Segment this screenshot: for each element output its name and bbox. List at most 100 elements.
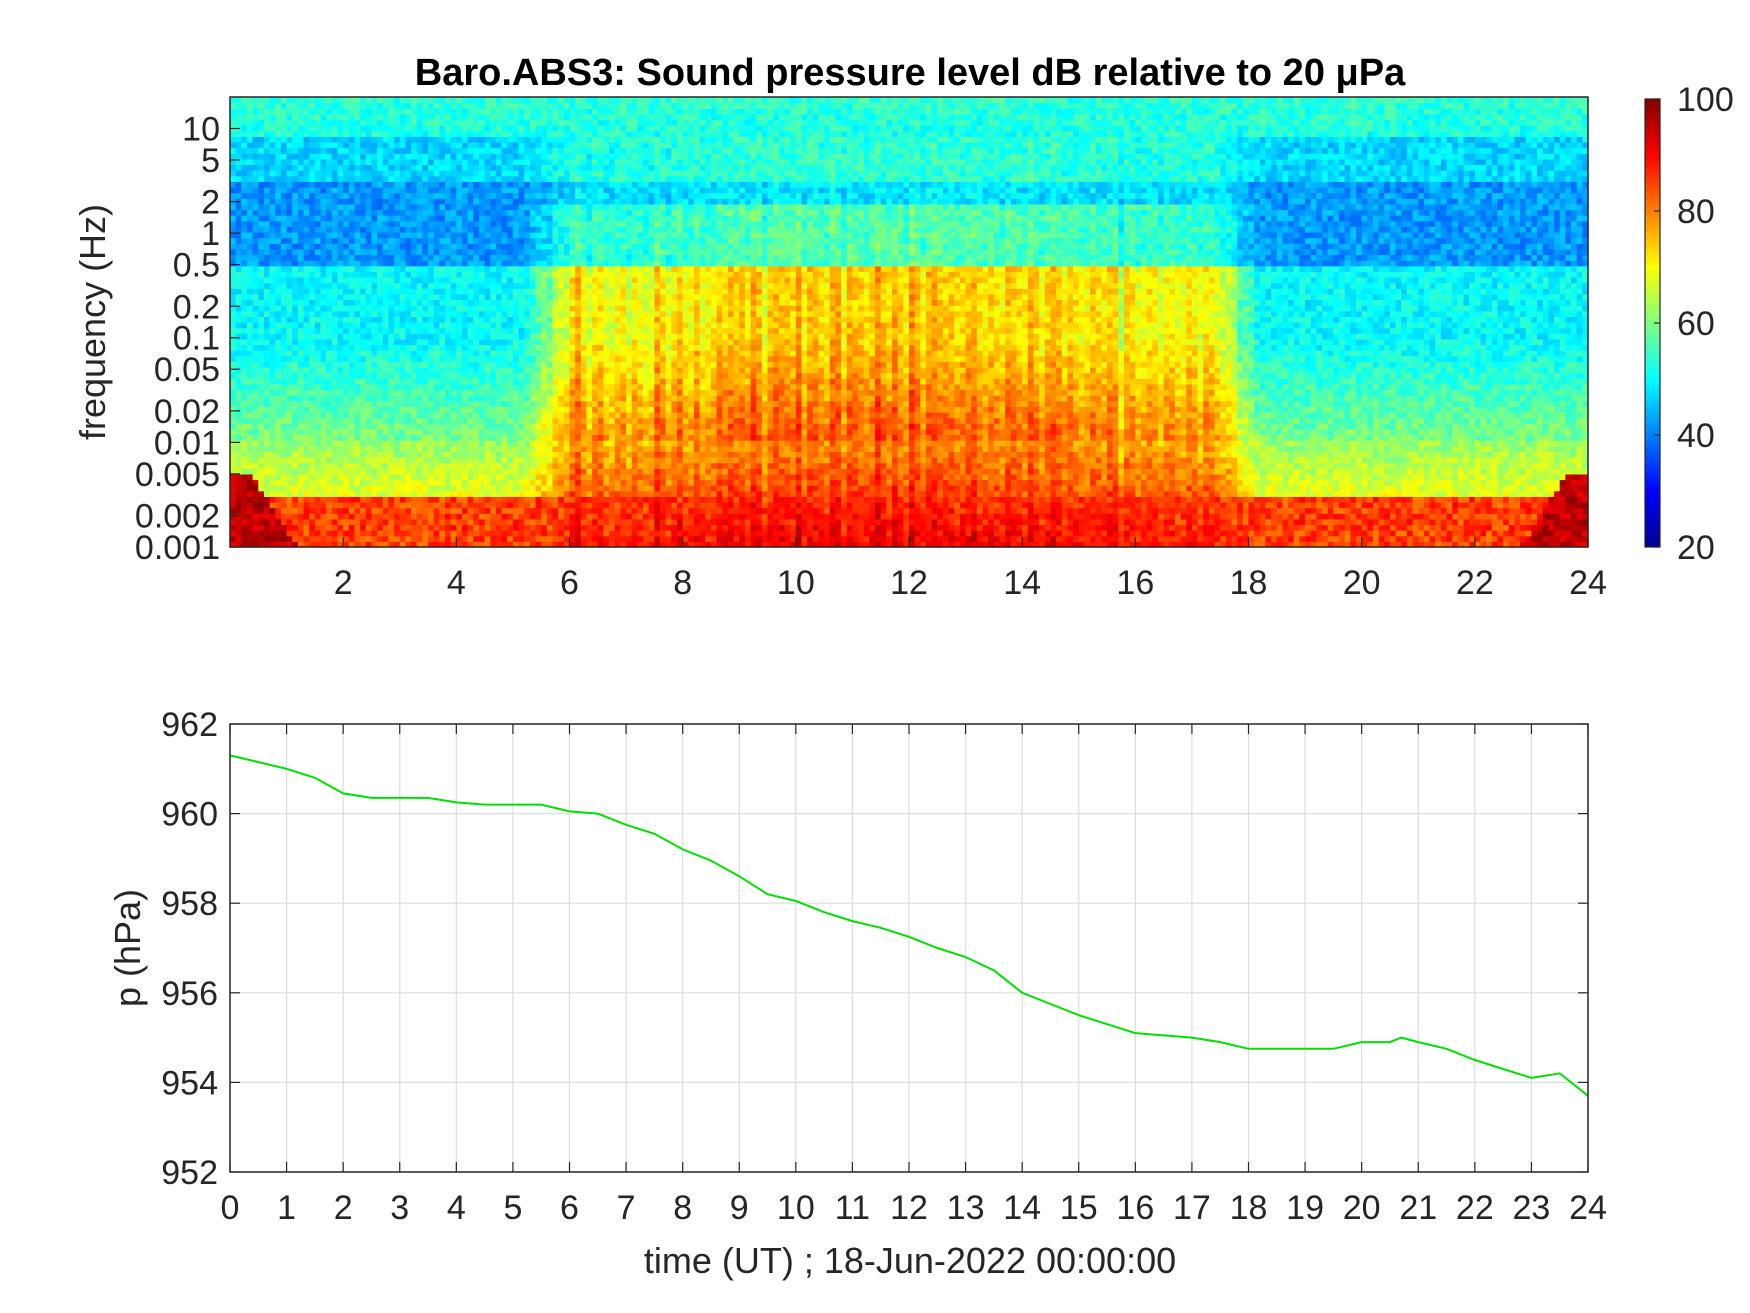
heatmap-cell — [564, 294, 570, 300]
heatmap-cell — [275, 204, 281, 210]
heatmap-cell — [287, 300, 293, 306]
heatmap-cell — [439, 288, 445, 294]
heatmap-cell — [400, 187, 406, 193]
heatmap-cell — [530, 525, 536, 531]
heatmap-cell — [524, 356, 530, 362]
heatmap-cell — [281, 142, 287, 148]
heatmap-cell — [298, 215, 304, 221]
heatmap-cell — [388, 328, 394, 334]
heatmap-cell — [298, 159, 304, 165]
heatmap-cell — [502, 502, 508, 508]
heatmap-cell — [275, 491, 281, 497]
heatmap-cell — [502, 373, 508, 379]
heatmap-cell — [434, 457, 440, 463]
heatmap-cell — [473, 384, 479, 390]
heatmap-cell — [287, 412, 293, 418]
heatmap-cell — [230, 508, 236, 514]
heatmap-cell — [241, 457, 247, 463]
heatmap-cell — [473, 148, 479, 154]
heatmap-cell — [490, 159, 496, 165]
heatmap-cell — [388, 496, 394, 502]
heatmap-cell — [456, 103, 462, 109]
heatmap-cell — [547, 283, 553, 289]
heatmap-cell — [236, 221, 242, 227]
heatmap-cell — [553, 232, 559, 238]
heatmap-cell — [247, 508, 253, 514]
heatmap-cell — [366, 508, 372, 514]
heatmap-cell — [570, 277, 576, 283]
heatmap-cell — [321, 530, 327, 536]
heatmap-cell — [343, 125, 349, 131]
heatmap-cell — [394, 457, 400, 463]
heatmap-cell — [270, 322, 276, 328]
heatmap-cell — [247, 401, 253, 407]
heatmap-cell — [530, 181, 536, 187]
heatmap-cell — [394, 378, 400, 384]
heatmap-cell — [536, 221, 542, 227]
heatmap-cell — [321, 339, 327, 345]
heatmap-cell — [428, 457, 434, 463]
heatmap-cell — [264, 170, 270, 176]
heatmap-cell — [541, 496, 547, 502]
heatmap-cell — [417, 266, 423, 272]
heatmap-cell — [502, 108, 508, 114]
heatmap-cell — [298, 367, 304, 373]
heatmap-cell — [275, 423, 281, 429]
heatmap-cell — [247, 215, 253, 221]
heatmap-cell — [349, 502, 355, 508]
heatmap-cell — [473, 491, 479, 497]
heatmap-cell — [575, 525, 581, 531]
heatmap-cell — [473, 412, 479, 418]
heatmap-cell — [332, 148, 338, 154]
heatmap-cell — [321, 480, 327, 486]
heatmap-cell — [564, 204, 570, 210]
heatmap-cell — [349, 446, 355, 452]
heatmap-cell — [422, 468, 428, 474]
heatmap-cell — [304, 311, 310, 317]
heatmap-cell — [241, 316, 247, 322]
heatmap-cell — [575, 322, 581, 328]
heatmap-cell — [366, 345, 372, 351]
heatmap-cell — [360, 215, 366, 221]
heatmap-cell — [253, 187, 259, 193]
heatmap-cell — [575, 423, 581, 429]
heatmap-cell — [281, 485, 287, 491]
heatmap-cell — [275, 277, 281, 283]
heatmap-cell — [428, 232, 434, 238]
heatmap-cell — [400, 502, 406, 508]
heatmap-cell — [422, 429, 428, 435]
heatmap-cell — [428, 176, 434, 182]
heatmap-cell — [575, 513, 581, 519]
heatmap-cell — [270, 468, 276, 474]
heatmap-cell — [309, 519, 315, 525]
heatmap-cell — [462, 412, 468, 418]
heatmap-cell — [513, 491, 519, 497]
heatmap-cell — [264, 508, 270, 514]
heatmap-cell — [383, 536, 389, 542]
heatmap-cell — [451, 198, 457, 204]
heatmap-cell — [462, 530, 468, 536]
heatmap-cell — [434, 300, 440, 306]
heatmap-cell — [371, 463, 377, 469]
heatmap-cell — [553, 204, 559, 210]
heatmap-cell — [281, 412, 287, 418]
heatmap-cell — [524, 316, 530, 322]
heatmap-cell — [451, 125, 457, 131]
heatmap-cell — [553, 429, 559, 435]
heatmap-cell — [253, 446, 259, 452]
heatmap-cell — [287, 350, 293, 356]
heatmap-cell — [309, 176, 315, 182]
heatmap-cell — [451, 288, 457, 294]
heatmap-cell — [315, 316, 321, 322]
heatmap-cell — [394, 451, 400, 457]
heatmap-cell — [394, 204, 400, 210]
heatmap-cell — [553, 418, 559, 424]
heatmap-cell — [354, 305, 360, 311]
heatmap-cell — [270, 423, 276, 429]
heatmap-cell — [309, 435, 315, 441]
heatmap-cell — [241, 204, 247, 210]
heatmap-cell — [394, 165, 400, 171]
heatmap-cell — [298, 322, 304, 328]
heatmap-cell — [371, 271, 377, 277]
heatmap-cell — [247, 221, 253, 227]
